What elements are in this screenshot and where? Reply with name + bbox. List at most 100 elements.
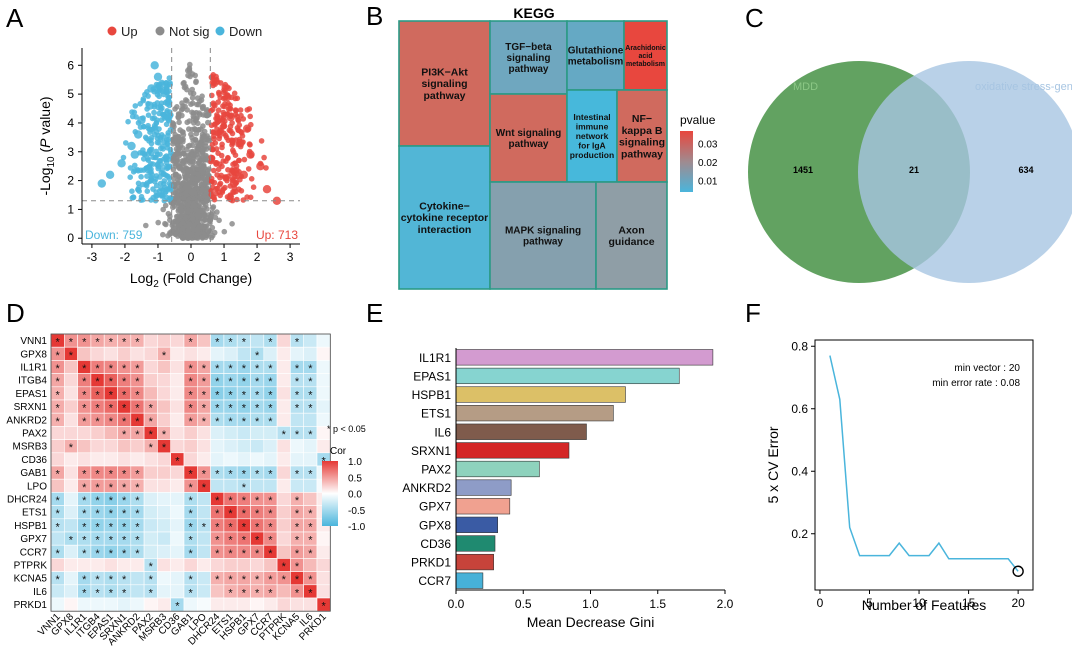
volcano-point [236,138,245,148]
heatmap-cell [250,558,265,572]
volcano-point [117,159,126,168]
volcano-point [174,104,180,110]
treemap-tile-rect [616,89,668,183]
heatmap-sig-star: * [308,376,313,388]
volcano-point [227,102,233,108]
volcano-point [160,193,166,199]
heatmap-cell [316,399,331,414]
heatmap-sig-star: * [215,521,220,533]
heatmap-cell [143,518,158,533]
heatmap-sig-star: * [242,389,247,401]
volcano-point [194,227,200,234]
heatmap-sig-star: * [242,587,247,599]
heatmap-cell [143,492,158,506]
heatmap-sig-star: * [189,337,194,349]
volcano-point [184,107,190,113]
heatmap-sig-star: * [122,521,127,533]
gini-bar-chart: IL1R1 EPAS1 HSPB1 ETS1 IL6 SRXN1 PAX2 ANKRD2 GPX… [402,348,734,630]
heatmap-cell [64,426,78,440]
heatmap-sig-star: * [189,574,194,586]
heatmap-cell [290,452,304,467]
volcano-point [160,81,166,87]
volcano-point [164,141,171,148]
x-tick-label: 2.0 [717,597,734,611]
heatmap-sig-star: * [215,469,220,481]
heatmap-cell [276,492,291,506]
volcano-point [215,118,221,125]
volcano-point [213,186,219,192]
heatmap-cell [197,333,211,348]
volcano-point [147,129,153,135]
heatmap-cell [64,373,78,388]
heatmap-cell [90,452,105,467]
heatmap-sig-star: * [228,403,233,415]
heatmap-sig-star: * [255,416,260,428]
volcano-point [190,222,197,229]
y-axis-label: -Log10 (P value) [37,96,57,195]
heatmap-row-label: KCNA5 [14,574,48,585]
heatmap-sig-star: * [202,521,207,533]
heatmap-cell [210,597,225,612]
heatmap-cell [130,584,145,599]
heatmap-sig-star: * [122,337,127,349]
heatmap-sig-star: * [295,363,300,375]
heatmap-sig-star: * [228,469,233,481]
heatmap-cell [143,465,158,480]
heatmap-sig-star: * [242,337,247,349]
heatmap-cell [170,531,185,546]
heatmap-sig-star: * [282,561,287,573]
heatmap-sig-star: * [95,416,100,428]
heatmap-sig-star: * [56,416,61,428]
volcano-point [261,154,267,161]
heatmap-sig-star: * [82,495,87,507]
heatmap-cell [316,373,331,388]
heatmap-cell [316,584,331,599]
heatmap-cell [103,452,118,467]
heatmap-cell [50,531,65,546]
heatmap-sig-star: * [308,535,313,547]
volcano-point [166,75,173,81]
volcano-point [200,178,207,185]
heatmap-sig-star: * [162,350,167,362]
heatmap-sig-star: * [308,574,313,586]
heatmap-sig-star: * [268,403,273,415]
heatmap-cell [170,571,185,586]
volcano-point [240,197,247,203]
y-tick-label: 2 [67,174,74,188]
heatmap-cell [316,386,331,401]
volcano-point [192,202,199,209]
heatmap-cell [77,439,92,454]
volcano-point [231,90,238,97]
heatmap-cell [103,597,118,612]
heatmap-cell [290,346,304,361]
volcano-point [211,167,217,174]
heatmap-cell [303,478,318,493]
treemap-tile-label: Intestinal immune network for IgA production [570,112,614,160]
heatmap-sig-star: * [56,508,61,520]
heatmap-cell [170,346,185,361]
heatmap-sig-star: * [135,389,140,401]
heatmap-row-label: LPO [27,481,47,492]
heatmap-cell [223,439,238,454]
x-tick-label: -1 [153,250,164,264]
heatmap-row-label: HSPB1 [14,521,47,532]
volcano-point [148,197,154,203]
volcano-point [216,182,223,188]
heatmap-sig-star: * [189,482,194,494]
volcano-point [163,121,170,128]
heatmap-sig-star: * [122,482,127,494]
heatmap-cell [50,478,65,493]
volcano-point [145,157,151,163]
heatmap-cell [236,346,251,361]
heatmap-sig-star: * [135,508,140,520]
venn-set-label-oxidative: oxidative stress-gene [975,81,1072,93]
heatmap-cell [170,412,185,427]
volcano-point [203,223,210,229]
heatmap-sig-star: * [268,535,273,547]
volcano-point [195,176,202,183]
significance-note: * p < 0.05 [327,424,366,434]
volcano-point [164,101,171,107]
bar-gpx8 [455,516,498,533]
heatmap-sig-star: * [322,601,327,613]
y-tick-label: 3 [67,145,74,159]
